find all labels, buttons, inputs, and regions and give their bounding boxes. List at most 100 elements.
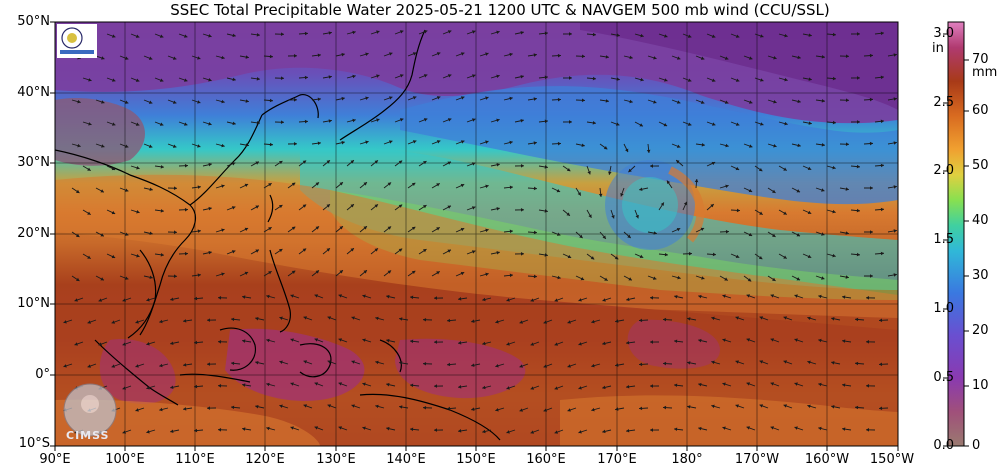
wind-arrowhead [159, 319, 163, 324]
wind-arrowhead [711, 161, 716, 166]
wind-arrowhead [580, 276, 585, 281]
wind-arrowhead [592, 32, 596, 37]
wind-arrowhead [278, 205, 283, 209]
wind-arrowhead [879, 318, 883, 323]
wind-arrowhead [88, 78, 92, 82]
wind-arrowhead [149, 187, 153, 192]
wind-arrowhead [635, 214, 639, 219]
wind-arrowhead [722, 382, 726, 386]
wind-arrowhead [399, 30, 404, 34]
wind-arrowhead [197, 56, 201, 60]
wind-arrowhead [341, 96, 345, 101]
wind-arrowhead [770, 426, 775, 430]
wind-arrowhead [533, 97, 537, 101]
wind-arrowhead [398, 160, 403, 164]
wind-arrowhead [410, 427, 414, 432]
wind-arrowhead [639, 362, 643, 367]
wind-arrowhead [620, 193, 624, 197]
wind-arrowhead [869, 141, 873, 146]
wind-arrowhead [602, 298, 606, 302]
wind-arrowhead [278, 161, 283, 165]
wind-arrowhead [568, 120, 572, 124]
wind-arrowhead [207, 362, 211, 366]
wind-arrowhead [797, 55, 801, 60]
wind-arrowhead [676, 144, 681, 148]
wind-arrowhead [362, 294, 366, 298]
wind-arrowhead [245, 55, 249, 59]
wind-arrowhead [557, 97, 561, 102]
wind-arrowhead [783, 360, 787, 364]
wind-arrowhead [554, 298, 558, 302]
cbar-mm-60: 60 [972, 103, 989, 118]
wind-arrowhead [533, 186, 537, 191]
wind-arrowhead [604, 277, 608, 281]
wind-arrowhead [87, 211, 91, 215]
wind-arrowhead [807, 254, 812, 259]
wind-arrowhead [674, 427, 678, 432]
wind-arrowhead [543, 320, 548, 324]
wind-arrowhead [520, 30, 524, 35]
wind-arrowhead [303, 404, 307, 408]
wind-arrowhead [520, 164, 524, 168]
wind-arrowhead [410, 383, 414, 388]
lon-label-110e: 110°E [175, 452, 215, 467]
wind-arrowhead [471, 319, 475, 323]
wind-arrowhead [304, 75, 308, 80]
wind-arrowhead [616, 77, 620, 81]
wind-arrowhead [544, 253, 548, 257]
wind-arrowhead [326, 204, 330, 208]
wind-arrowhead [783, 167, 787, 171]
wind-arrowhead [701, 143, 705, 147]
wind-arrowhead [232, 121, 236, 126]
wind-arrowhead [184, 34, 188, 38]
wind-arrowhead [628, 277, 632, 281]
wind-arrowhead [447, 249, 451, 253]
wind-arrowhead [124, 100, 129, 104]
axis-ticks [50, 21, 899, 451]
wind-arrowhead [746, 294, 750, 298]
wind-arrowhead [700, 227, 705, 232]
wind-arrowhead [101, 144, 105, 148]
wind-arrowhead [365, 140, 369, 144]
wind-arrowhead [302, 248, 307, 252]
wind-streamlines [63, 30, 897, 434]
wind-arrowhead [423, 118, 428, 122]
wind-arrowhead [146, 385, 150, 390]
wind-arrowhead [687, 317, 691, 321]
wind-arrowhead [602, 429, 606, 434]
wind-arrowhead [363, 226, 367, 230]
wind-arrowhead [832, 32, 836, 37]
wind-arrowhead [302, 160, 307, 164]
wind-arrowhead [533, 141, 537, 145]
wind-arrowhead [544, 209, 548, 213]
wind-arrowhead [870, 274, 873, 278]
wind-arrowhead [783, 211, 787, 215]
wind-arrowhead [411, 270, 416, 275]
cbar-in-1-0: 1.0 [933, 301, 954, 316]
wind-arrowhead [124, 56, 129, 60]
wind-arrowhead [375, 404, 379, 409]
wind-arrowhead [639, 254, 644, 259]
wind-arrowhead [231, 405, 235, 410]
wind-arrowhead [688, 251, 692, 256]
wind-arrowhead [63, 364, 67, 368]
wind-arrowhead [231, 317, 235, 322]
wind-arrowhead [821, 143, 825, 147]
lon-label-170w: 170°W [734, 452, 780, 467]
wind-arrowhead [773, 56, 777, 60]
wind-arrowhead [244, 271, 249, 276]
wind-arrowhead [485, 140, 489, 144]
wind-arrowhead [533, 53, 537, 57]
wind-arrowhead [567, 254, 572, 259]
wind-arrowhead [472, 118, 476, 122]
cbar-unit-in: in [932, 41, 944, 56]
lon-label-100e: 100°E [105, 452, 145, 467]
wind-arrowhead [808, 77, 812, 81]
wind-arrowhead [111, 320, 116, 324]
wind-arrowhead [845, 231, 849, 235]
wind-arrowhead [831, 317, 835, 321]
wind-arrowhead [519, 320, 523, 324]
wind-arrowhead [856, 76, 860, 80]
wind-arrowhead [544, 119, 548, 124]
